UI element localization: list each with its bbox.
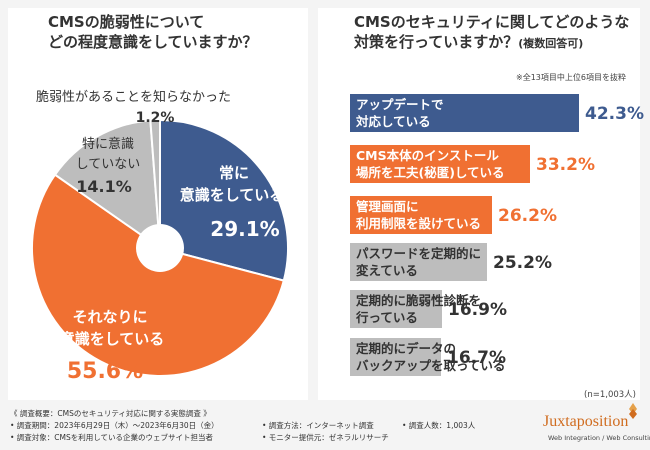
- bar-label-3-line2: 利用制限を設けている: [356, 216, 482, 231]
- pie-value-somewhat: 55.6%: [67, 359, 143, 384]
- right-title-line1: CMSのセキュリティに関してどのような: [354, 13, 630, 31]
- pie-value-not-really: 14.1%: [76, 177, 132, 196]
- footer-target: • 調査対象：CMSを利用している企業のウェブサイト担当者: [10, 433, 214, 442]
- bar-label-3-line1: 管理画面に: [356, 199, 419, 214]
- excerpt-note: ※全13項目中上位6項目を抜粋: [516, 73, 626, 82]
- pie-label-always-l1: 常に: [219, 164, 249, 182]
- bar-value-2: 33.2%: [536, 155, 595, 175]
- bar-label-2-line1: CMS本体のインストール: [356, 148, 499, 163]
- bar-6: [350, 338, 441, 376]
- pie-slice-not-really: [53, 119, 162, 251]
- pie-label-somewhat-l2: 意識をしている: [60, 330, 165, 348]
- bar-value-6: 16.7%: [447, 348, 506, 368]
- sample-size: (n=1,003人): [584, 390, 636, 400]
- footer-count: • 調査人数：1,003人: [402, 421, 476, 430]
- bar-label-5-line2: 行っている: [356, 310, 418, 325]
- bar-value-4: 25.2%: [493, 253, 552, 273]
- bar-label-1-line2: 対応している: [356, 114, 431, 129]
- footer-period: • 調査期間：2023年6月29日（木）〜2023年6月30日（金）: [10, 421, 219, 430]
- logo-tagline: Web Integration / Web Consulting: [548, 434, 650, 442]
- pie-value-always: 29.1%: [210, 217, 279, 241]
- footer-survey-title: 《 調査概要：CMSのセキュリティ対応に関する実態調査 》: [10, 409, 211, 418]
- bar-value-1: 42.3%: [585, 104, 644, 124]
- bar-label-1-line1: アップデートで: [356, 97, 444, 112]
- footer-method: • 調査方法：インターネット調査: [262, 421, 374, 430]
- right-title-main: 対策を行っていますか？: [354, 33, 519, 51]
- pie-slice-somewhat: [31, 173, 285, 377]
- bar-1: [350, 94, 579, 132]
- pie-label-always-l2: 意識をしている: [180, 186, 285, 204]
- left-title-line2: どの程度意識をしていますか？: [48, 33, 258, 51]
- bar-2: [350, 145, 530, 183]
- pie-center-hole: [136, 224, 184, 272]
- pie-label-not-really-l2: していない: [76, 157, 141, 172]
- left-title-line1: CMSの脆弱性について: [48, 13, 205, 31]
- logo-wordmark: Juxtaposition: [543, 413, 629, 430]
- bar-label-6-line2: バックアップを取っている: [356, 358, 506, 373]
- bar-label-4-line2: 変えている: [356, 263, 418, 278]
- logo-mark-icon: [629, 403, 637, 419]
- bar-label-4-line1: パスワードを定期的に: [356, 246, 482, 261]
- pie-value-unaware: 1.2%: [136, 110, 175, 126]
- bar-5: [350, 290, 442, 328]
- bar-4: [350, 243, 487, 281]
- bar-label-2-line2: 場所を工夫(秘匿)している: [356, 165, 505, 180]
- bar-value-5: 16.9%: [448, 300, 507, 320]
- bar-value-3: 26.2%: [498, 206, 557, 226]
- pie-slice-always: [159, 118, 289, 282]
- bar-label-5-line1: 定期的に脆弱性診断を: [356, 293, 482, 308]
- pie-label-somewhat-l1: それなりに: [72, 308, 147, 326]
- bar-3: [350, 196, 492, 234]
- right-title-line2: 対策を行っていますか？(複数回答可): [354, 32, 583, 54]
- pie-label-unaware: 脆弱性があることを知らなかった: [36, 89, 231, 105]
- footer-provider: • モニター提供元：ゼネラルリサーチ: [262, 433, 389, 442]
- right-title-sub: (複数回答可): [518, 37, 584, 50]
- bar-label-6-line1: 定期的にデータの: [356, 341, 457, 356]
- pie-label-not-really-l1: 特に意識: [82, 136, 134, 152]
- pie-slice-unaware: [149, 118, 161, 249]
